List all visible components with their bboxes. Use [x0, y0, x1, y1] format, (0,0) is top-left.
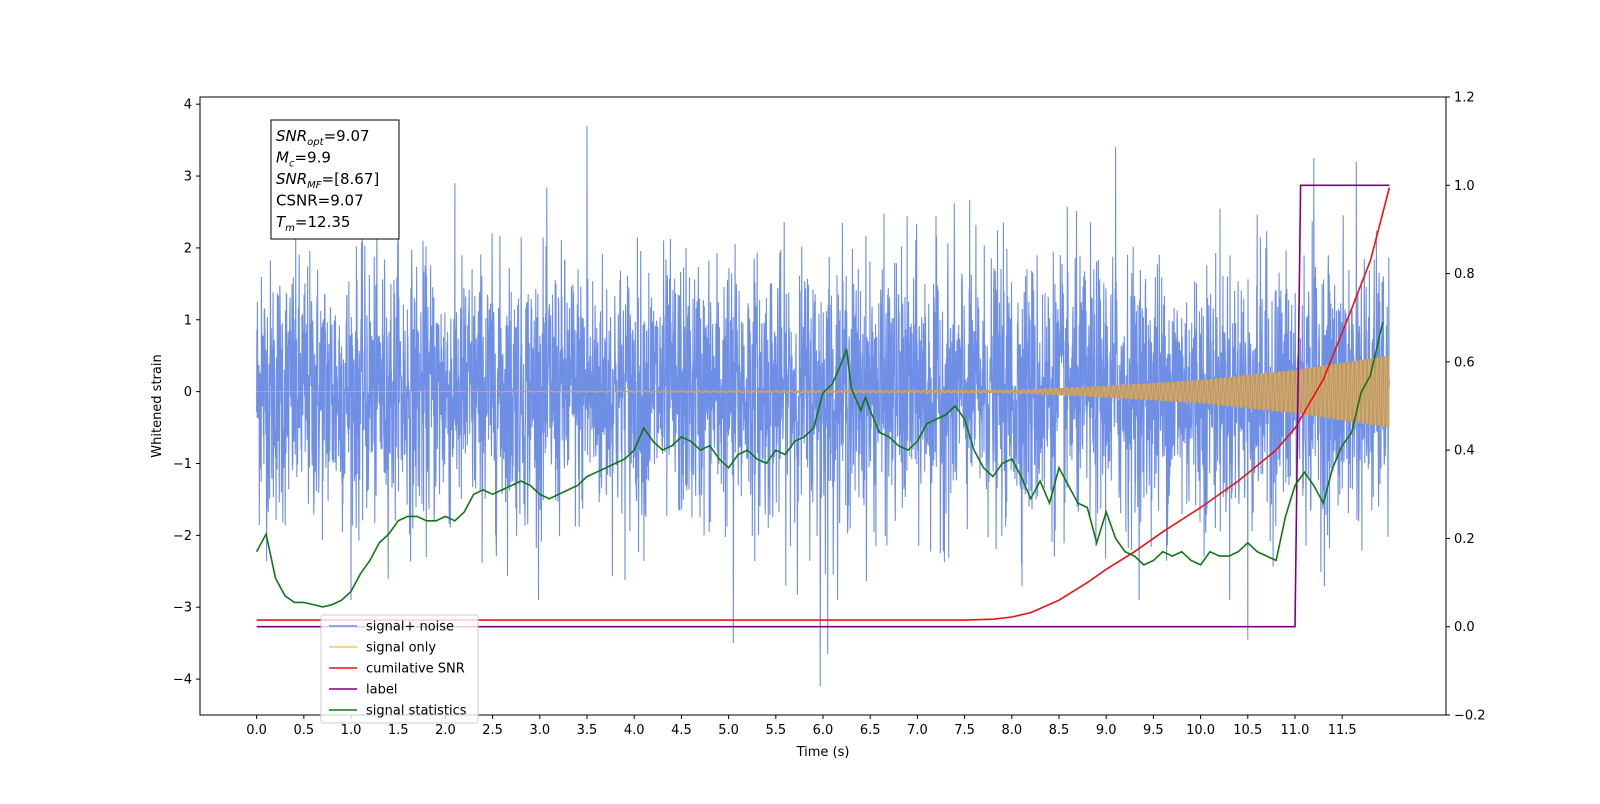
x-tick-label: 7.5 [954, 723, 975, 738]
legend-label: signal statistics [366, 704, 467, 719]
y-right-tick-label: 1.0 [1454, 179, 1475, 194]
y-left-tick-label: −1 [173, 457, 192, 472]
y-left-tick-label: 4 [184, 98, 192, 113]
x-tick-label: 5.5 [765, 723, 786, 738]
y-left-tick-label: 0 [184, 385, 192, 400]
axes-layer: 0.0 0.5 1.0 1.5 2.0 2.5 3.0 3.5 4.0 4.5 5.0 5.5 6.0 6… [173, 91, 1486, 739]
x-tick-label: 0.0 [246, 723, 267, 738]
x-tick-label: 9.5 [1143, 723, 1164, 738]
stats-line: SNRopt=9.07 [276, 127, 370, 148]
x-tick-label: 8.0 [1001, 723, 1022, 738]
x-tick-label: 1.0 [341, 723, 362, 738]
stats-line: Tm=12.35 [276, 213, 350, 234]
legend-label: cumilative SNR [366, 662, 465, 677]
series-envelope-signal-only [256, 355, 1390, 428]
x-tick-label: 0.5 [293, 723, 314, 738]
y-left-tick-label: 3 [184, 170, 192, 185]
x-tick-label: 11.5 [1328, 723, 1357, 738]
series-line-signal-noise [256, 125, 1390, 687]
legend-frame [320, 614, 479, 724]
x-tick-label: 2.0 [435, 723, 456, 738]
y-left-tick-label: −3 [173, 601, 192, 616]
x-tick-label: 4.0 [624, 723, 645, 738]
x-tick-label: 3.0 [529, 723, 550, 738]
x-tick-label: 10.0 [1186, 723, 1215, 738]
x-tick-label: 6.5 [860, 723, 881, 738]
stats-line: CSNR=9.07 [276, 192, 364, 210]
y-left-tick-label: −2 [173, 529, 192, 544]
x-tick-label: 11.0 [1280, 723, 1309, 738]
series-line-signal-statistics [255, 321, 1384, 608]
series-line-label [256, 184, 1390, 628]
x-tick-label: 7.0 [907, 723, 928, 738]
plot-series-layer [255, 125, 1391, 687]
x-tick-label: 10.5 [1233, 723, 1262, 738]
x-axis-title: Time (s) [796, 745, 850, 760]
x-tick-label: 8.5 [1049, 723, 1070, 738]
y-right-tick-label: −0.2 [1454, 709, 1486, 724]
y-left-tick-label: 1 [184, 313, 192, 328]
x-tick-label: 4.5 [671, 723, 692, 738]
y-right-tick-label: 0.2 [1454, 532, 1475, 547]
x-tick-label: 2.5 [482, 723, 503, 738]
x-tick-label: 3.5 [577, 723, 598, 738]
legend-label: label [366, 683, 397, 698]
stats-line: SNRMF=[8.67] [276, 170, 379, 191]
legend-label: signal only [366, 641, 436, 656]
x-tick-label: 5.0 [718, 723, 739, 738]
series-line-cumulative-snr [256, 187, 1391, 621]
legend-label: signal+ noise [366, 620, 454, 635]
y-right-tick-label: 0.8 [1454, 267, 1475, 282]
y-right-tick-label: 0.4 [1454, 444, 1475, 459]
y-right-tick-label: 0.0 [1454, 620, 1475, 635]
legend: signal+ noise signal only cumilative SNR la… [320, 614, 479, 724]
y-left-tick-label: 2 [184, 241, 192, 256]
y-right-tick-label: 1.2 [1454, 91, 1475, 106]
y-right-tick-label: 0.6 [1454, 355, 1475, 370]
x-tick-label: 9.0 [1096, 723, 1117, 738]
stats-box-frame [270, 119, 400, 240]
x-tick-label: 6.0 [813, 723, 834, 738]
y-left-tick-label: −4 [173, 673, 192, 688]
y-axis-title: Whitened strain [150, 354, 165, 457]
stats-line: Mc=9.9 [276, 149, 331, 170]
x-tick-label: 1.5 [388, 723, 409, 738]
